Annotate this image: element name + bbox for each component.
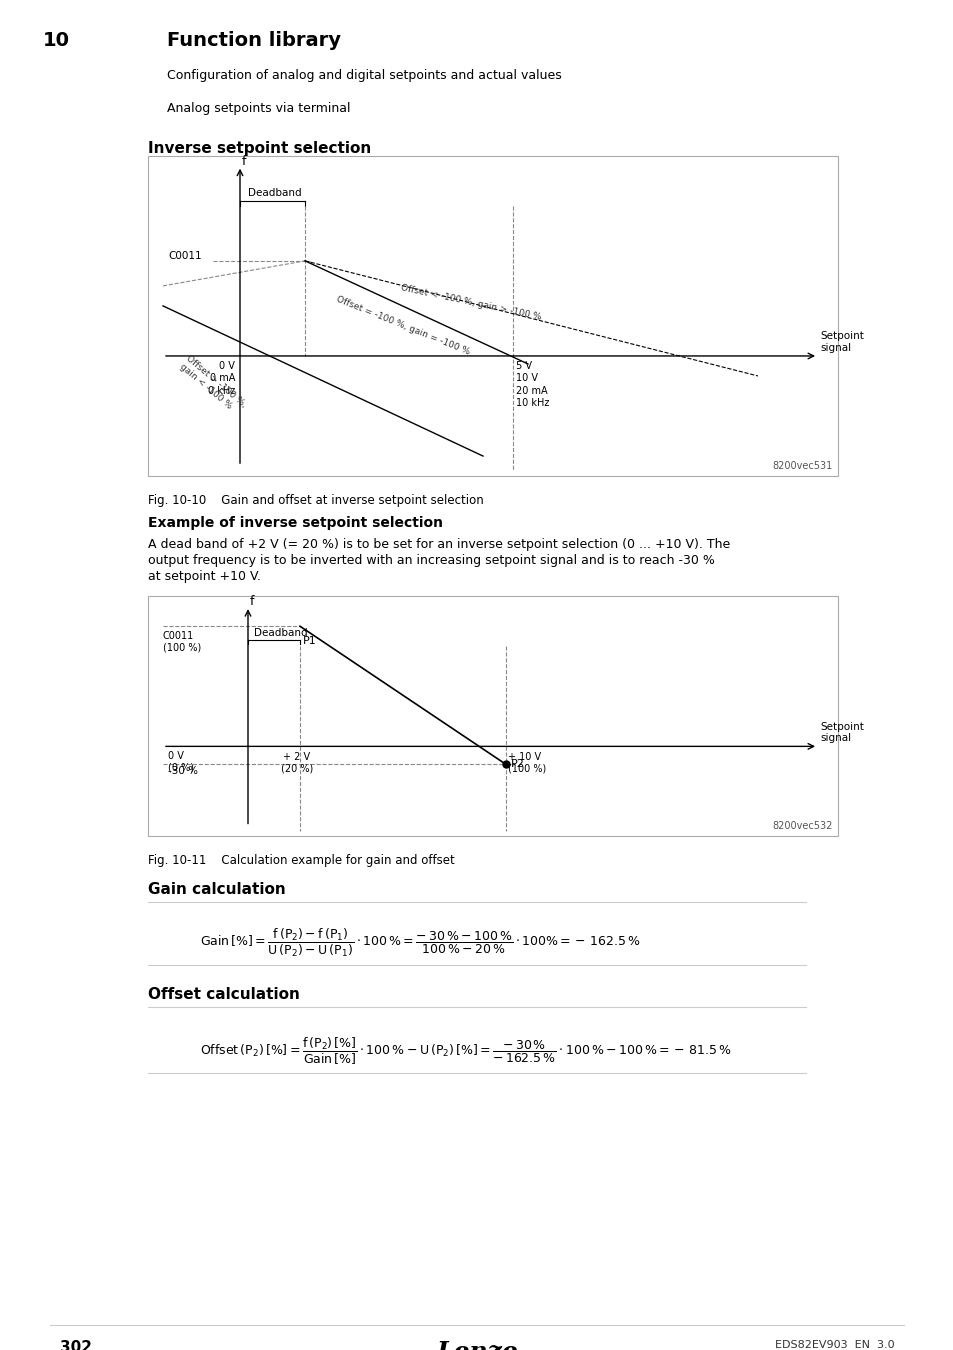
Text: 5 V
10 V
20 mA
10 kHz: 5 V 10 V 20 mA 10 kHz [516, 360, 549, 408]
Text: Inverse setpoint selection: Inverse setpoint selection [148, 140, 371, 155]
Text: Gain calculation: Gain calculation [148, 882, 286, 896]
Text: EDS82EV903  EN  3.0: EDS82EV903 EN 3.0 [775, 1341, 894, 1350]
Text: Deadband: Deadband [253, 628, 307, 639]
Text: Offset = -100 %, gain = -100 %: Offset = -100 %, gain = -100 % [335, 294, 471, 356]
Text: P1: P1 [303, 636, 316, 647]
FancyBboxPatch shape [148, 155, 837, 477]
Text: C0011: C0011 [168, 251, 201, 261]
Text: Analog setpoints via terminal: Analog setpoints via terminal [167, 101, 350, 115]
Text: 0 V
0 mA
0 kHz: 0 V 0 mA 0 kHz [208, 360, 234, 396]
Text: + 10 V
(100 %): + 10 V (100 %) [507, 752, 546, 774]
Text: f: f [250, 595, 254, 609]
Text: Setpoint
signal: Setpoint signal [820, 722, 863, 744]
Text: 8200vec532: 8200vec532 [772, 821, 832, 832]
Text: f: f [242, 155, 246, 167]
Text: Configuration of analog and digital setpoints and actual values: Configuration of analog and digital setp… [167, 69, 561, 81]
Text: C0011
(100 %): C0011 (100 %) [163, 632, 201, 653]
Text: + 2 V
(20 %): + 2 V (20 %) [280, 752, 313, 774]
Text: Fig. 10-11    Calculation example for gain and offset: Fig. 10-11 Calculation example for gain … [148, 855, 455, 868]
Text: Lenze: Lenze [436, 1341, 517, 1350]
Text: Offset calculation: Offset calculation [148, 987, 299, 1002]
Text: Example of inverse setpoint selection: Example of inverse setpoint selection [148, 516, 442, 531]
Text: P2: P2 [511, 760, 524, 770]
Text: Setpoint
signal: Setpoint signal [820, 331, 863, 352]
Text: Function library: Function library [167, 31, 340, 50]
Text: A dead band of +2 V (= 20 %) is to be set for an inverse setpoint selection (0 .: A dead band of +2 V (= 20 %) is to be se… [148, 539, 729, 551]
Text: 0 V
(0 %): 0 V (0 %) [168, 752, 193, 774]
Text: $\mathrm{Gain\,[{\%}] = \dfrac{f\,(P_2) - f\,(P_1)}{U\,(P_2) - U\,(P_1)} \cdot 1: $\mathrm{Gain\,[{\%}] = \dfrac{f\,(P_2) … [200, 926, 640, 958]
Text: Offset > -100 %,
gain < -100 %: Offset > -100 %, gain < -100 % [178, 354, 248, 417]
Text: 8200vec531: 8200vec531 [772, 462, 832, 471]
Text: 302: 302 [60, 1341, 91, 1350]
Text: at setpoint +10 V.: at setpoint +10 V. [148, 570, 260, 583]
Text: $\mathrm{Offset\,(P_2)\,[{\%}] = \dfrac{f\,(P_2)\,[{\%}]}{Gain\,[{\%}]} \cdot 10: $\mathrm{Offset\,(P_2)\,[{\%}] = \dfrac{… [200, 1034, 731, 1065]
Text: Deadband: Deadband [248, 188, 301, 198]
Text: Fig. 10-10    Gain and offset at inverse setpoint selection: Fig. 10-10 Gain and offset at inverse se… [148, 494, 483, 508]
Text: Offset < -100 %, gain > -100 %: Offset < -100 %, gain > -100 % [399, 284, 541, 323]
FancyBboxPatch shape [148, 597, 837, 837]
Text: output frequency is to be inverted with an increasing setpoint signal and is to : output frequency is to be inverted with … [148, 554, 714, 567]
Text: 10: 10 [43, 31, 70, 50]
Text: -30 %: -30 % [168, 767, 198, 776]
